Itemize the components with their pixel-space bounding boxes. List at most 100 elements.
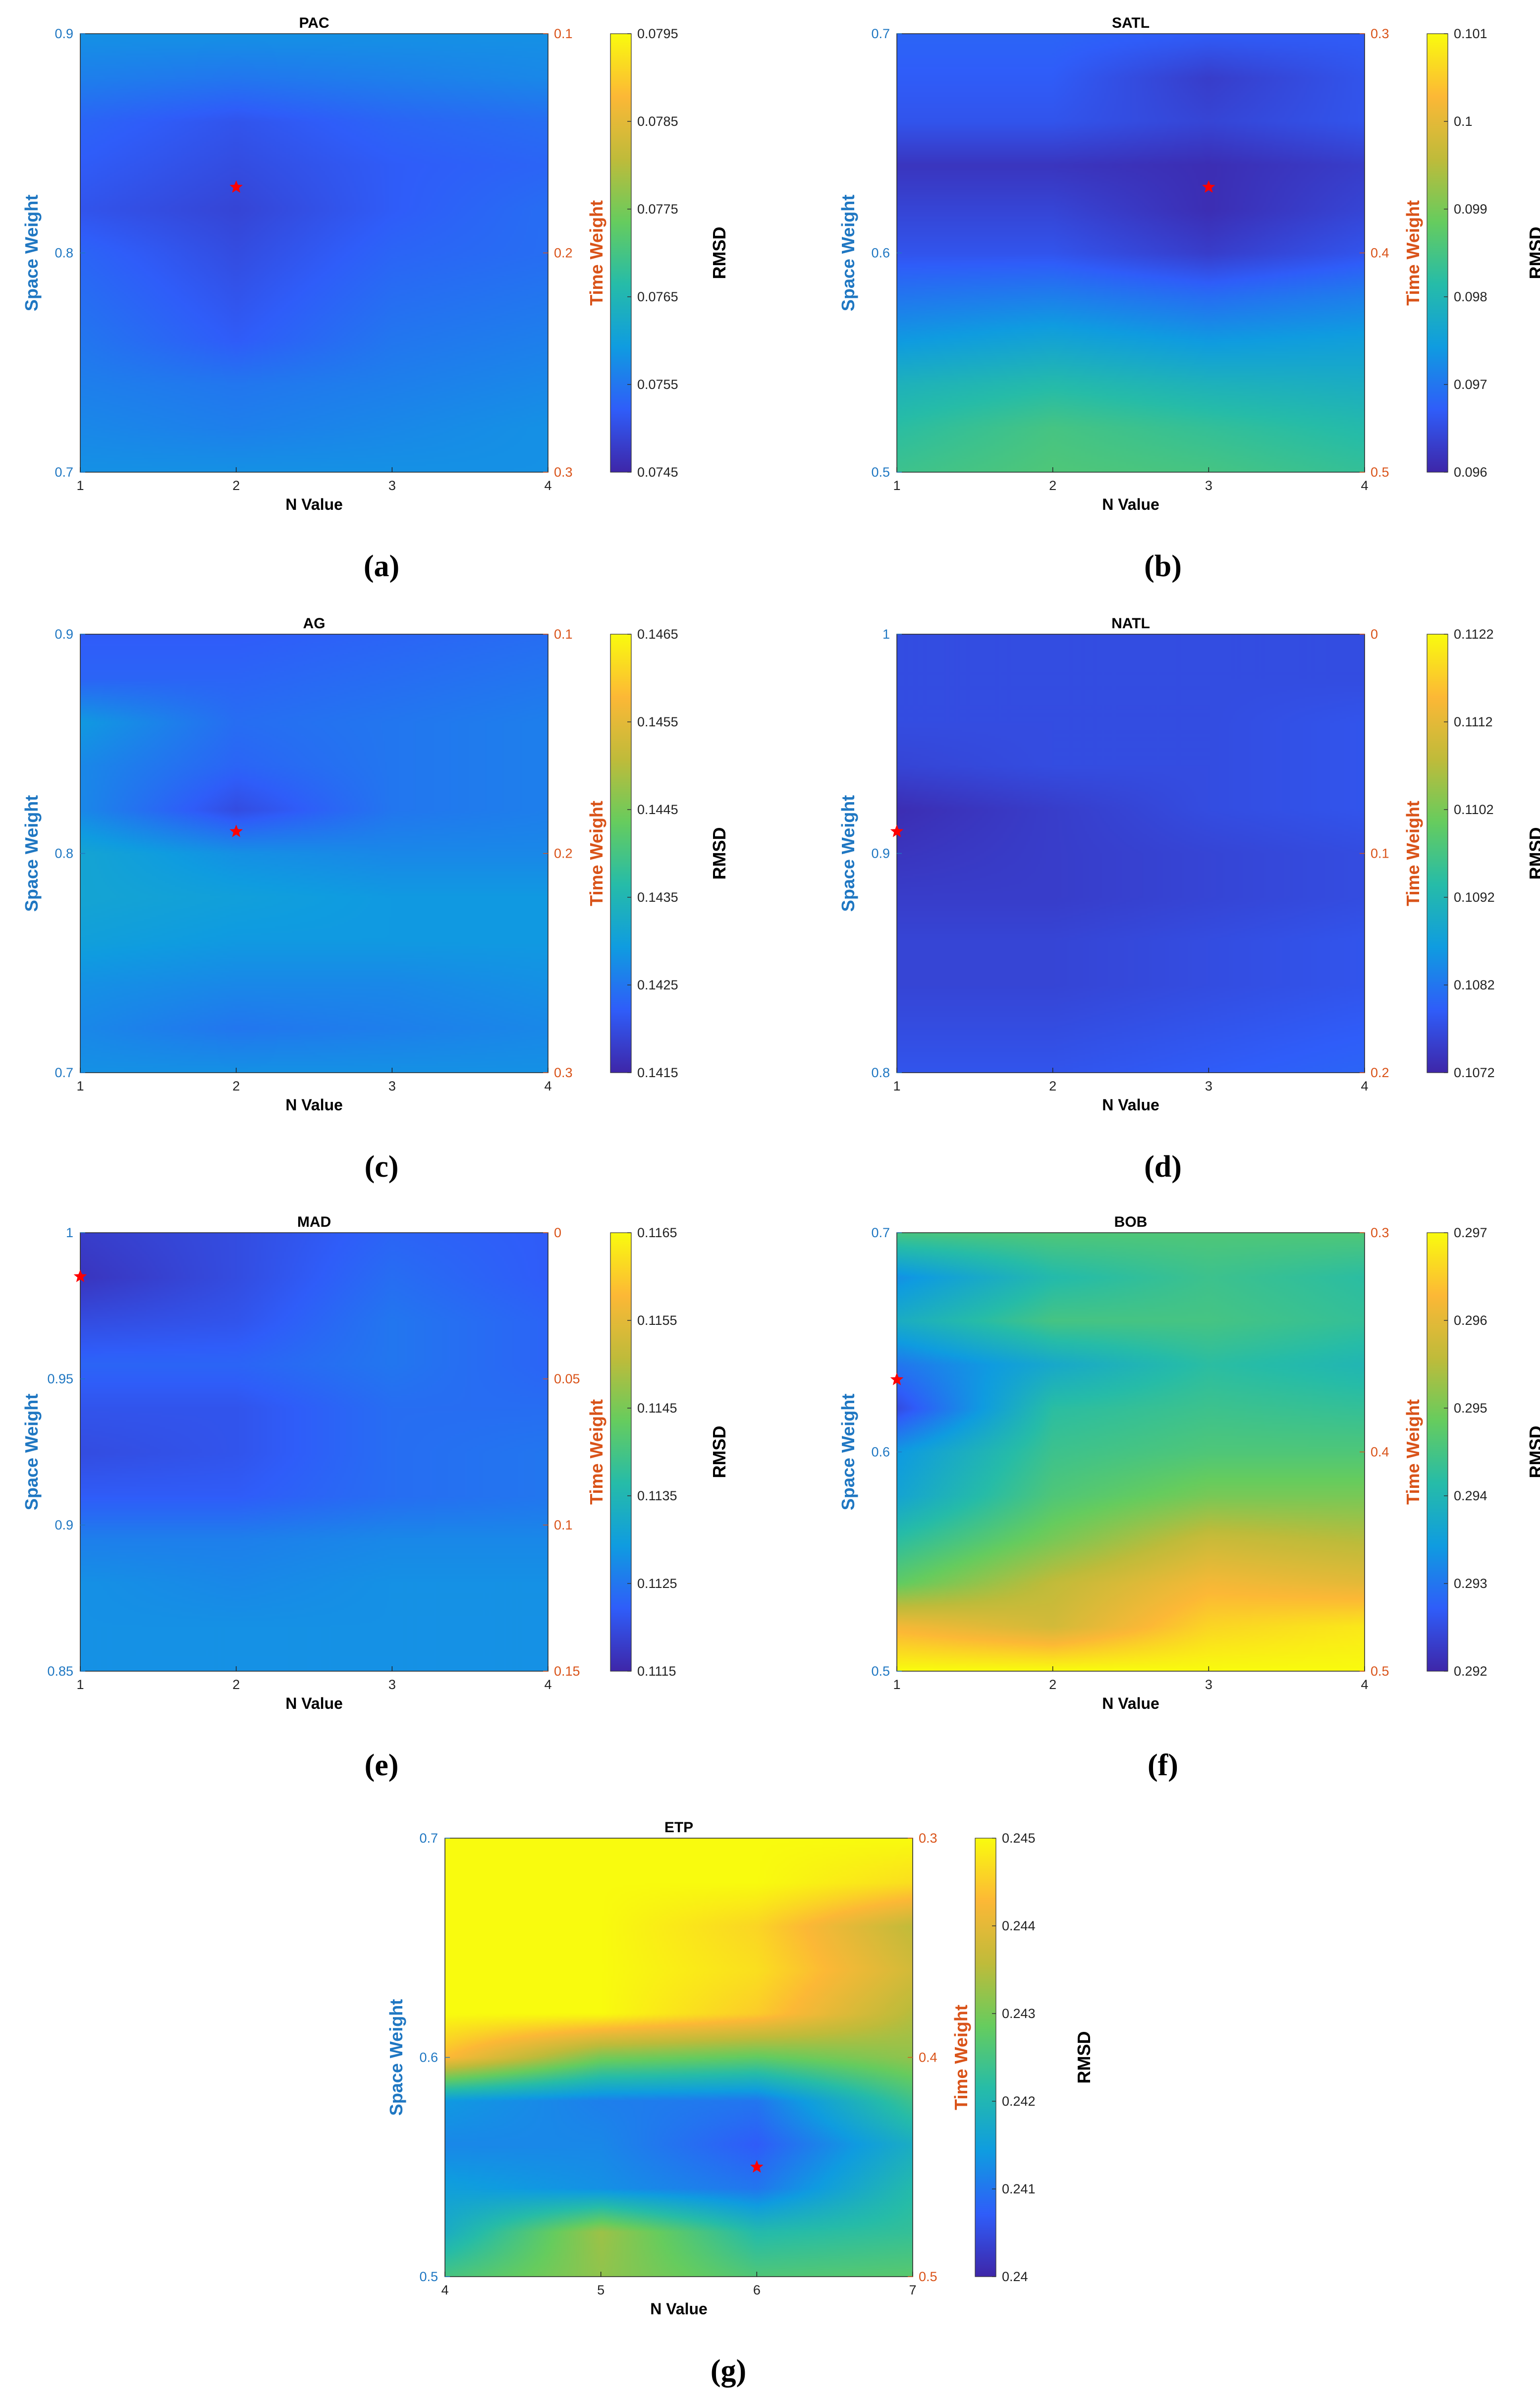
- panel-d: NATL 1 2 3 4 N Value 0.8 0.9 1 Space Weight 0.2 0.1…: [838, 615, 1540, 1184]
- x-axis-label: N Value: [285, 1694, 343, 1712]
- y-tick-label: 0.5: [871, 465, 890, 480]
- chart-title: BOB: [1114, 1214, 1148, 1230]
- x-tick-label: 1: [893, 1677, 900, 1692]
- y-tick-label: 0.5: [419, 2269, 438, 2284]
- colorbar-tick-label: 0.1072: [1454, 1065, 1495, 1080]
- y-tick-label: 0.6: [419, 2050, 438, 2065]
- x-tick-label: 4: [544, 1079, 551, 1093]
- y-tick-label: 0.7: [871, 1225, 890, 1240]
- colorbar-tick-label: 0.101: [1454, 26, 1487, 41]
- y2-tick-label: 0.1: [554, 1518, 573, 1532]
- space-weight-axis-label: Space Weight: [838, 795, 858, 912]
- y2-tick-label: 0.3: [554, 465, 573, 480]
- colorbar-tick-label: 0.1145: [637, 1401, 677, 1416]
- colorbar-tick-label: 0.1: [1454, 114, 1473, 129]
- y2-tick-label: 0.2: [1371, 1065, 1389, 1080]
- x-tick-label: 2: [1049, 1677, 1056, 1692]
- plot-frame: [80, 1232, 549, 1672]
- colorbar-tick-label: 0.244: [1002, 1918, 1036, 1933]
- colorbar-tick-label: 0.295: [1454, 1401, 1487, 1416]
- colorbar-tick-label: 0.297: [1454, 1225, 1487, 1240]
- colorbar-tick-label: 0.1425: [637, 978, 678, 992]
- colorbar-tick-label: 0.1112: [1454, 714, 1493, 729]
- colorbar-label: RMSD: [709, 1426, 729, 1478]
- y2-tick-label: 0.3: [554, 1065, 573, 1080]
- colorbar-tick-label: 0.296: [1454, 1313, 1487, 1328]
- space-weight-axis-label: Space Weight: [21, 795, 42, 912]
- colorbar-label: RMSD: [1074, 2031, 1094, 2084]
- x-tick-label: 1: [76, 1677, 84, 1692]
- colorbar-tick-label: 0.0795: [637, 26, 678, 41]
- x-tick-label: 1: [893, 478, 900, 493]
- x-tick-label: 3: [1205, 1677, 1212, 1692]
- colorbar-tick-label: 0.1102: [1454, 802, 1494, 817]
- x-axis-label: N Value: [285, 1096, 343, 1114]
- x-tick-label: 4: [441, 2283, 448, 2297]
- x-axis-label: N Value: [285, 495, 343, 513]
- panel-caption: (d): [1144, 1150, 1182, 1184]
- time-weight-axis-label: Time Weight: [1403, 1399, 1423, 1505]
- y-tick-label: 0.9: [55, 1518, 73, 1532]
- colorbar-label: RMSD: [1526, 827, 1540, 880]
- colorbar: [610, 33, 632, 473]
- x-axis-label: N Value: [1102, 1694, 1159, 1712]
- y-tick-label: 0.8: [871, 1065, 890, 1080]
- y2-tick-label: 0.3: [1371, 26, 1389, 41]
- colorbar: [975, 1838, 996, 2277]
- panel-caption: (c): [365, 1150, 399, 1184]
- colorbar-tick-label: 0.1115: [637, 1664, 676, 1679]
- x-tick-label: 4: [1361, 1677, 1368, 1692]
- colorbar-tick-label: 0.1465: [637, 627, 678, 642]
- chart-title: NATL: [1111, 615, 1150, 632]
- colorbar-label: RMSD: [709, 227, 729, 279]
- colorbar: [610, 1232, 632, 1672]
- y-tick-label: 0.85: [47, 1664, 73, 1679]
- y2-tick-label: 0.1: [1371, 846, 1389, 861]
- heatmap-surface: [80, 634, 548, 1073]
- x-axis-label: N Value: [650, 2300, 708, 2318]
- optimum-marker: [750, 2160, 764, 2173]
- heatmap-surface: [897, 34, 1365, 472]
- panel-g: ETP 4 5 6 7 N Value 0.5 0.6 0.7 Space Weight 0.5 0.…: [386, 1819, 1094, 2388]
- optimum-marker: [229, 824, 243, 837]
- x-tick-label: 4: [544, 1677, 551, 1692]
- x-axis-label: N Value: [1102, 1096, 1159, 1114]
- colorbar-tick-label: 0.24: [1002, 2269, 1028, 2284]
- colorbar-tick-label: 0.1165: [637, 1225, 677, 1240]
- colorbar-tick-label: 0.0745: [637, 465, 678, 480]
- x-tick-label: 3: [1205, 478, 1212, 493]
- optimum-marker: [1202, 180, 1215, 193]
- panel-a: PAC 1 2 3 4 N Value 0.7 0.8 0.9 Space Weight 0.3 0.…: [21, 15, 729, 583]
- colorbar-tick-label: 0.292: [1454, 1664, 1487, 1679]
- x-tick-label: 4: [544, 478, 551, 493]
- y2-tick-label: 0: [554, 1225, 561, 1240]
- colorbar: [1427, 1232, 1448, 1672]
- panel-f: BOB 1 2 3 4 N Value 0.5 0.6 0.7 Space Weight 0.5 0.…: [838, 1214, 1540, 1782]
- y-tick-label: 0.5: [871, 1664, 890, 1679]
- colorbar-tick-label: 0.1135: [637, 1488, 677, 1503]
- colorbar-tick-label: 0.1155: [637, 1313, 677, 1328]
- colorbar-tick-label: 0.1455: [637, 714, 678, 729]
- panel-c: AG 1 2 3 4 N Value 0.7 0.8 0.9 Space Weight 0.3 0.2…: [21, 615, 729, 1184]
- space-weight-axis-label: Space Weight: [21, 1394, 42, 1510]
- x-tick-label: 2: [232, 1677, 240, 1692]
- colorbar-tick-label: 0.098: [1454, 289, 1487, 304]
- y2-tick-label: 0.05: [554, 1371, 580, 1386]
- y2-tick-label: 0.5: [1371, 1664, 1389, 1679]
- heatmap-surface: [80, 34, 548, 472]
- x-tick-label: 3: [388, 478, 396, 493]
- colorbar-tick-label: 0.245: [1002, 1831, 1036, 1846]
- optimum-marker: [890, 1372, 904, 1385]
- heatmap-surface: [897, 634, 1365, 1073]
- space-weight-axis-label: Space Weight: [838, 195, 858, 311]
- time-weight-axis-label: Time Weight: [951, 2005, 971, 2110]
- y2-tick-label: 0.4: [919, 2050, 937, 2065]
- x-tick-label: 3: [388, 1079, 396, 1093]
- y2-tick-label: 0.2: [554, 846, 573, 861]
- x-tick-label: 2: [232, 1079, 240, 1093]
- x-tick-label: 4: [1361, 1079, 1368, 1093]
- y-tick-label: 0.9: [55, 26, 73, 41]
- y-tick-label: 0.6: [871, 1445, 890, 1460]
- time-weight-axis-label: Time Weight: [586, 1399, 606, 1505]
